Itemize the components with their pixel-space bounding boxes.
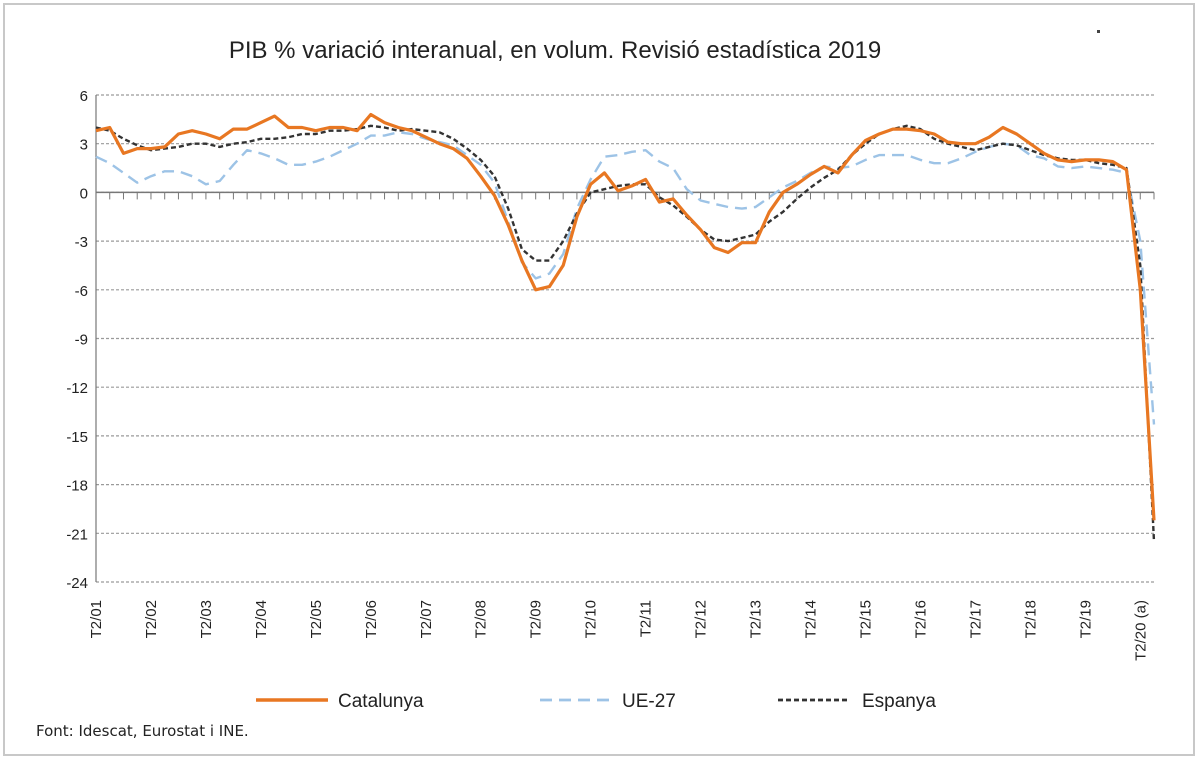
y-tick-label: -24 xyxy=(66,575,88,592)
y-tick-label: -18 xyxy=(66,478,88,495)
source-note: Font: Idescat, Eurostat i INE. xyxy=(36,722,249,740)
legend: Catalunya UE-27 Espanya xyxy=(256,691,936,712)
y-tick-label: 0 xyxy=(80,185,88,202)
x-tick-label: T2/10 xyxy=(583,600,600,638)
x-tick-label: T2/14 xyxy=(802,600,819,638)
x-tick-label: T2/07 xyxy=(418,600,435,638)
corner-mark xyxy=(1097,30,1100,33)
series-line-espanya xyxy=(95,124,1156,542)
x-tick-label: T2/03 xyxy=(198,600,215,638)
x-tick-label: T2/06 xyxy=(363,600,380,638)
chart-title: PIB % variació interanual, en volum. Rev… xyxy=(229,37,881,64)
y-tick-label: -6 xyxy=(75,283,88,300)
series-lines xyxy=(95,112,1156,542)
x-tick-label: T2/04 xyxy=(253,600,270,638)
x-tick-label: T2/13 xyxy=(748,600,765,638)
y-tick-label: 6 xyxy=(80,88,88,105)
x-tick-label: T2/05 xyxy=(308,600,325,638)
x-axis: T2/01 T2/02 T2/03 T2/04 T2/05 T2/06 T2/07 T2/08… xyxy=(88,191,1155,661)
x-tick-label: T2/09 xyxy=(528,600,545,638)
y-tick-label: -21 xyxy=(66,526,88,543)
legend-label-catalunya: Catalunya xyxy=(338,691,424,712)
series-line-ue-27 xyxy=(95,131,1156,425)
x-tick-label: T2/17 xyxy=(967,600,984,638)
legend-label-ue-27: UE-27 xyxy=(622,691,676,712)
x-tick-label: T2/01 xyxy=(88,600,105,638)
x-tick-label: T2/12 xyxy=(693,600,710,638)
y-tick-label: 3 xyxy=(80,137,88,154)
y-tick-label: -12 xyxy=(66,380,88,397)
x-tick-label: T2/20 (a) xyxy=(1132,600,1149,661)
x-tick-label: T2/11 xyxy=(638,600,655,637)
y-tick-label: -15 xyxy=(66,429,88,446)
x-tick-label: T2/15 xyxy=(857,600,874,638)
x-tick-label: T2/16 xyxy=(912,600,929,638)
gridlines xyxy=(96,94,1154,583)
y-axis: 6 3 0 -3 -6 -9 -12 -15 -18 -21 -24 xyxy=(66,88,97,592)
x-tick-label: T2/18 xyxy=(1022,600,1039,638)
x-tick-label: T2/08 xyxy=(473,600,490,638)
y-tick-label: -3 xyxy=(75,234,88,251)
series-line-catalunya xyxy=(95,112,1156,521)
chart-frame xyxy=(3,3,1195,756)
x-tick-label: T2/02 xyxy=(143,600,160,638)
y-tick-label: -9 xyxy=(75,332,88,349)
legend-label-espanya: Espanya xyxy=(862,691,936,712)
x-tick-label: T2/19 xyxy=(1077,600,1094,638)
